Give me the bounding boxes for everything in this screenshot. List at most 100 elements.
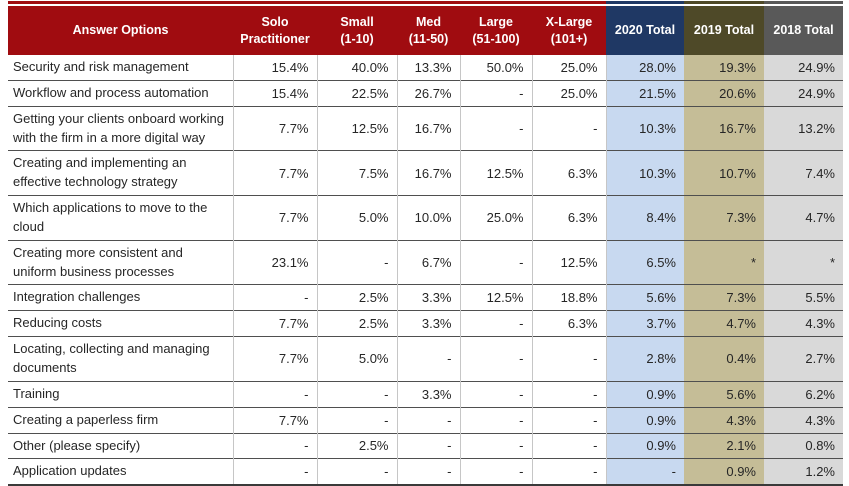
cell-total-2019: 2.1% xyxy=(684,433,764,459)
table-header: Answer Options Solo Practitioner Small (… xyxy=(8,1,843,55)
cell-large: - xyxy=(460,433,533,459)
cell-total-2019: 4.7% xyxy=(684,310,764,337)
header-row: Answer Options Solo Practitioner Small (… xyxy=(8,5,843,55)
cell-small: 22.5% xyxy=(317,80,398,107)
cell-med: 13.3% xyxy=(397,55,461,81)
cell-xlarge: - xyxy=(532,381,607,408)
cell-large: - xyxy=(460,458,533,486)
row-label: Which applications to move to the cloud xyxy=(8,195,234,241)
cell-total-2019: 19.3% xyxy=(684,55,764,81)
column-header-solo-practitioner: Solo Practitioner xyxy=(233,5,317,55)
cell-total-2019: 5.6% xyxy=(684,381,764,408)
cell-xlarge: 25.0% xyxy=(532,80,607,107)
table-row: Creating a paperless firm 7.7% - - - -0.9% 4.3… xyxy=(8,407,843,433)
cell-large: - xyxy=(460,80,533,107)
cell-total-2019: 10.7% xyxy=(684,150,764,196)
cell-med: 10.0% xyxy=(397,195,461,241)
cell-small: - xyxy=(317,381,398,408)
row-label: Getting your clients onboard working wit… xyxy=(8,106,234,151)
cell-solo: 7.7% xyxy=(233,310,318,337)
cell-med: 3.3% xyxy=(397,310,461,337)
table-row: Getting your clients onboard working wit… xyxy=(8,106,843,151)
cell-large: 12.5% xyxy=(460,150,533,196)
table-body: Security and risk management 15.4% 40.0% 13… xyxy=(8,55,843,486)
cell-solo: 15.4% xyxy=(233,55,318,81)
cell-med: - xyxy=(397,407,461,433)
cell-total-2018: 0.8% xyxy=(764,433,843,459)
cell-med: - xyxy=(397,433,461,459)
column-header-answer-options: Answer Options xyxy=(8,5,233,55)
cell-total-2020: 10.3% xyxy=(606,106,684,151)
cell-total-2018: 13.2% xyxy=(764,106,843,151)
table-row: Creating more consistent and uniform bus… xyxy=(8,240,843,285)
accent-bar-navy xyxy=(606,1,684,6)
cell-total-2020: 28.0% xyxy=(606,55,684,81)
cell-med: 26.7% xyxy=(397,80,461,107)
accent-bar xyxy=(8,1,843,6)
row-label: Locating, collecting and managing docume… xyxy=(8,336,234,382)
cell-med: 16.7% xyxy=(397,106,461,151)
cell-solo: 7.7% xyxy=(233,150,318,196)
cell-small: - xyxy=(317,458,398,486)
cell-large: 12.5% xyxy=(460,284,533,311)
cell-total-2018: 6.2% xyxy=(764,381,843,408)
cell-small: 5.0% xyxy=(317,336,398,382)
cell-xlarge: - xyxy=(532,407,607,433)
cell-small: 2.5% xyxy=(317,284,398,311)
cell-total-2019: 16.7% xyxy=(684,106,764,151)
column-header-2019-total: 2019 Total xyxy=(684,5,764,55)
cell-xlarge: 25.0% xyxy=(532,55,607,81)
cell-total-2018: 24.9% xyxy=(764,80,843,107)
cell-total-2020: 5.6% xyxy=(606,284,684,311)
cell-solo: 7.7% xyxy=(233,106,318,151)
cell-med: - xyxy=(397,458,461,486)
accent-bar-red xyxy=(8,1,606,6)
cell-total-2020: 0.9% xyxy=(606,407,684,433)
cell-total-2020: 21.5% xyxy=(606,80,684,107)
cell-total-2020: 0.9% xyxy=(606,433,684,459)
cell-total-2019: 7.3% xyxy=(684,195,764,241)
cell-total-2018: 2.7% xyxy=(764,336,843,382)
cell-total-2019: 20.6% xyxy=(684,80,764,107)
accent-bar-gray xyxy=(764,1,843,6)
cell-large: - xyxy=(460,336,533,382)
cell-med: 3.3% xyxy=(397,284,461,311)
row-label: Creating more consistent and uniform bus… xyxy=(8,240,234,285)
cell-med: - xyxy=(397,336,461,382)
cell-total-2018: 7.4% xyxy=(764,150,843,196)
cell-small: - xyxy=(317,407,398,433)
cell-large: - xyxy=(460,240,533,285)
cell-small: 2.5% xyxy=(317,433,398,459)
cell-small: 12.5% xyxy=(317,106,398,151)
cell-med: 16.7% xyxy=(397,150,461,196)
cell-total-2018: 1.2% xyxy=(764,458,843,486)
cell-solo: - xyxy=(233,433,318,459)
cell-solo: 7.7% xyxy=(233,336,318,382)
table-row: Security and risk management 15.4% 40.0% 13… xyxy=(8,55,843,81)
cell-solo: - xyxy=(233,284,318,311)
cell-total-2019: 7.3% xyxy=(684,284,764,311)
cell-small: 7.5% xyxy=(317,150,398,196)
cell-total-2018: * xyxy=(764,240,843,285)
row-label: Security and risk management xyxy=(8,55,234,81)
cell-small: - xyxy=(317,240,398,285)
cell-total-2020: 0.9% xyxy=(606,381,684,408)
cell-total-2020: 8.4% xyxy=(606,195,684,241)
cell-large: 50.0% xyxy=(460,55,533,81)
cell-solo: 15.4% xyxy=(233,80,318,107)
cell-solo: 7.7% xyxy=(233,407,318,433)
table-row: Training - -3.3% - -0.9% 5.6% 6.2% xyxy=(8,381,843,408)
cell-med: 6.7% xyxy=(397,240,461,285)
row-label: Creating and implementing an effective t… xyxy=(8,150,234,196)
survey-results-table: Answer Options Solo Practitioner Small (… xyxy=(8,1,843,486)
cell-large: 25.0% xyxy=(460,195,533,241)
table-row: Integration challenges -2.5% 3.3% 12.5% 18.8… xyxy=(8,284,843,311)
cell-small: 2.5% xyxy=(317,310,398,337)
table-row: Other (please specify) -2.5% - - -0.9% 2.1% 0.… xyxy=(8,433,843,459)
row-label: Integration challenges xyxy=(8,284,234,311)
row-label: Application updates xyxy=(8,458,234,486)
table-row: Workflow and process automation 15.4% 22.5… xyxy=(8,80,843,107)
row-label: Training xyxy=(8,381,234,408)
table-row: Creating and implementing an effective t… xyxy=(8,150,843,196)
